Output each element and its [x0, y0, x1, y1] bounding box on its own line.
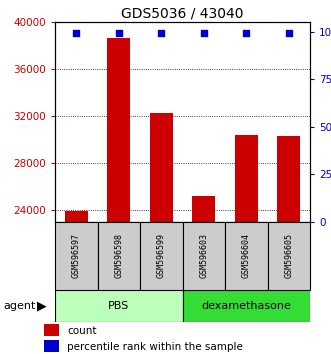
- Text: dexamethasone: dexamethasone: [201, 301, 291, 311]
- Text: percentile rank within the sample: percentile rank within the sample: [67, 342, 243, 352]
- Bar: [192, 196, 215, 222]
- Point: [201, 30, 207, 36]
- Text: GSM596603: GSM596603: [199, 234, 208, 279]
- Bar: [140, 222, 182, 290]
- Point: [116, 30, 121, 36]
- Text: PBS: PBS: [108, 301, 129, 311]
- Bar: [225, 222, 267, 290]
- Text: ▶: ▶: [37, 299, 47, 313]
- Bar: [65, 211, 88, 222]
- Bar: [44, 324, 59, 336]
- Bar: [98, 222, 140, 290]
- Text: count: count: [67, 326, 96, 336]
- Text: GSM596597: GSM596597: [72, 234, 81, 279]
- Text: GSM596605: GSM596605: [284, 234, 293, 279]
- Bar: [150, 113, 173, 222]
- Bar: [55, 222, 98, 290]
- Bar: [235, 135, 258, 222]
- Text: agent: agent: [3, 301, 36, 311]
- Point: [244, 30, 249, 36]
- Text: GSM596604: GSM596604: [242, 234, 251, 279]
- Bar: [182, 290, 310, 322]
- Bar: [55, 290, 182, 322]
- Point: [159, 30, 164, 36]
- Point: [73, 30, 79, 36]
- Point: [286, 30, 291, 36]
- Bar: [44, 340, 59, 352]
- Text: GSM596598: GSM596598: [114, 234, 123, 279]
- Bar: [107, 39, 130, 222]
- Title: GDS5036 / 43040: GDS5036 / 43040: [121, 7, 244, 21]
- Bar: [182, 222, 225, 290]
- Bar: [277, 136, 301, 222]
- Bar: [267, 222, 310, 290]
- Text: GSM596599: GSM596599: [157, 234, 166, 279]
